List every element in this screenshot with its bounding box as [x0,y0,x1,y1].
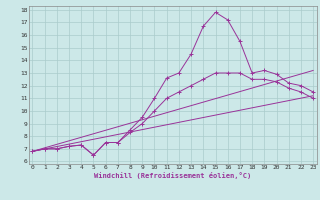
X-axis label: Windchill (Refroidissement éolien,°C): Windchill (Refroidissement éolien,°C) [94,172,252,179]
